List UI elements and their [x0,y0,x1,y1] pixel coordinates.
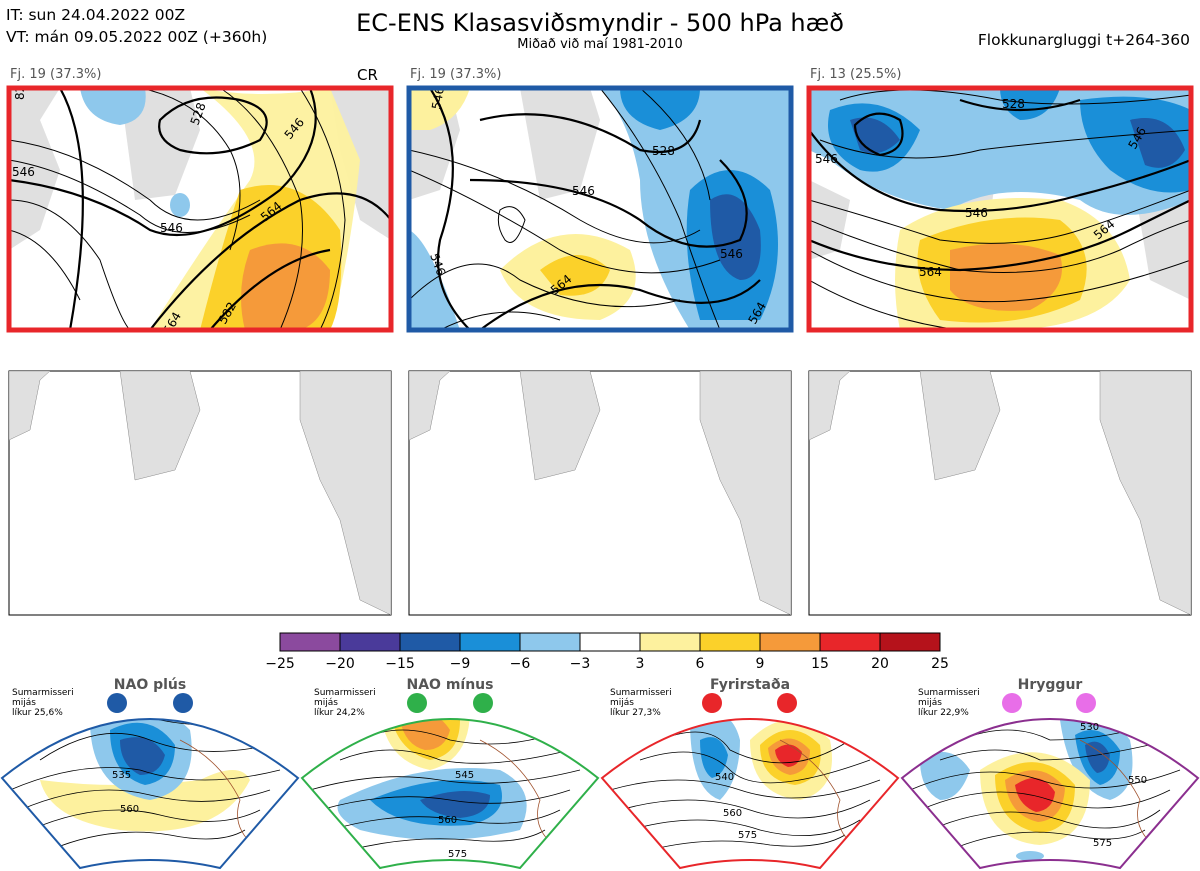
note-line: líkur 24,2% [314,708,365,718]
note-line: mijás [918,698,942,708]
regime-title-nao-minus: NAO mínus [406,677,494,693]
colorbar-swatch [639,632,701,652]
contour-label: 575 [448,849,467,860]
colorbar-swatch [339,632,401,652]
regime-dot [777,693,797,713]
contour-label: 545 [455,770,474,781]
colorbar-tick-label: 9 [755,656,765,672]
contour-label: 528 [652,144,675,158]
regime-dot [1076,693,1096,713]
contour-label: 535 [112,770,131,781]
regime-dot [173,693,193,713]
colorbar-tick-label: −6 [509,656,531,672]
panel-2-map: 546 528 546 564 546 564 546 [409,86,791,330]
panel-3-frame [806,85,1194,333]
regime-note-ridge: Sumarmisseri mijás líkur 22,9% [918,688,980,718]
contour-label: 540 [715,772,734,783]
colorbar-tick-label: −3 [569,656,591,672]
contour-label: 546 [429,86,447,111]
note-line: líkur 27,3% [610,708,661,718]
note-line: Sumarmisseri [12,688,74,698]
note-line: mijás [314,698,338,708]
panel-3-map: 546 528 546 546 564 564 [809,88,1191,330]
colorbar-tick-label: 3 [635,656,645,672]
forecast-info: IT: sun 24.04.2022 00Z VT: mán 09.05.202… [6,4,267,48]
colorbar-swatch [279,632,341,652]
contour-label: 530 [1080,722,1099,733]
colorbar-swatch [399,632,461,652]
contour-label: 546 [12,165,35,179]
note-line: Sumarmisseri [314,688,376,698]
panel-1-frame [6,85,394,333]
note-line: líkur 25,6% [12,708,63,718]
regime-note-nao-plus: Sumarmisseri mijás líkur 25,6% [12,688,74,718]
colorbar-swatch [519,632,581,652]
contour-label: 560 [120,804,139,815]
regime-dot [407,693,427,713]
colorbar-tick-label: 15 [811,656,829,672]
contour-label: 546 [572,184,595,198]
blank-map-1 [8,370,392,616]
panel-1-label: Fj. 19 (37.3%) [10,67,102,82]
contour-label: 575 [738,830,757,841]
contour-label: 546 [965,206,988,220]
note-line: líkur 22,9% [918,708,969,718]
panel-2-label: Fj. 19 (37.3%) [410,67,502,82]
colorbar-swatch [699,632,761,652]
regime-dot [107,693,127,713]
contour-label: 560 [723,808,742,819]
colorbar-tick-label: 6 [695,656,705,672]
colorbar-tick-label: −9 [449,656,471,672]
contour-label: 560 [438,815,457,826]
note-line: Sumarmisseri [610,688,672,698]
colorbar-swatch [579,632,641,652]
blank-map-3 [808,370,1192,616]
regime-note-nao-minus: Sumarmisseri mijás líkur 24,2% [314,688,376,718]
contour-label: 564 [919,265,942,279]
note-line: Sumarmisseri [918,688,980,698]
regime-title-ridge: Hryggur [1017,677,1083,693]
panel-1-badge: CR [357,66,378,84]
contour-label: 550 [1128,775,1147,786]
regime-dot [473,693,493,713]
colorbar-tick-label: 20 [871,656,889,672]
note-line: mijás [12,698,36,708]
blank-map-2 [408,370,792,616]
regime-note-blocking: Sumarmisseri mijás líkur 27,3% [610,688,672,718]
valid-time: VT: mán 09.05.2022 00Z (+360h) [6,28,268,46]
colorbar-swatch [459,632,521,652]
page-subtitle: Miðað við maí 1981-2010 [517,37,683,52]
panel-1-map: 528 546 546 564 582 564 546 82 [9,85,391,330]
panel-3-label: Fj. 13 (25.5%) [810,67,902,82]
contour-label: 546 [160,221,183,235]
colorbar-swatch [879,632,941,652]
regime-title-nao-plus: NAO plús [113,677,187,693]
colorbar-swatch [759,632,821,652]
panel-2-frame [406,85,794,333]
page-title: EC-ENS Klasasviðsmyndir - 500 hPa hæð [356,9,844,37]
contour-label: 82 [13,85,27,100]
cluster-window-label: Flokkunargluggi t+264-360 [977,31,1190,49]
colorbar-tick-label: −20 [325,656,355,672]
regime-dot [1002,693,1022,713]
colorbar-swatch [819,632,881,652]
colorbar-tick-label: 25 [931,656,949,672]
initial-time: IT: sun 24.04.2022 00Z [6,6,186,24]
contour-label: 546 [720,247,743,261]
regime-title-blocking: Fyrirstaða [709,677,791,693]
contour-label: 528 [1002,97,1025,111]
colorbar [279,632,941,652]
regime-dot [702,693,722,713]
contour-label: 546 [815,152,838,166]
contour-label: 575 [1093,838,1112,849]
colorbar-tick-label: −25 [265,656,295,672]
colorbar-tick-label: −15 [385,656,415,672]
note-line: mijás [610,698,634,708]
